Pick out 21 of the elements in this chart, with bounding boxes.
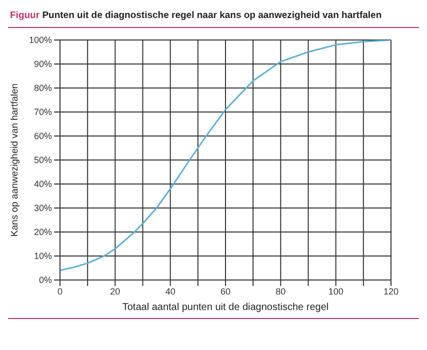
- chart-title: Figuur Punten uit de diagnostische regel naar kans op aanwezigheid van hartfalen: [9, 9, 383, 21]
- y-tick-label: 30%: [34, 203, 52, 214]
- y-tick-label: 80%: [34, 83, 52, 94]
- x-tick-label: 60: [220, 286, 231, 296]
- x-tick-label: 40: [165, 286, 176, 296]
- y-tick-label: 0%: [38, 275, 52, 286]
- x-tick-label: 100: [328, 286, 344, 296]
- y-tick-label: 100%: [28, 35, 52, 46]
- x-axis-title: Totaal aantal punten uit de diagnostische regel: [122, 302, 329, 313]
- y-tick-label: 90%: [34, 59, 52, 70]
- x-tick-label: 120: [383, 286, 399, 296]
- x-tick-label: 20: [110, 286, 120, 296]
- x-tick-label: 80: [276, 286, 286, 296]
- y-tick-label: 10%: [34, 251, 52, 262]
- y-tick-label: 60%: [34, 131, 52, 142]
- y-tick-label: 70%: [34, 107, 52, 118]
- x-tick-label: 0: [57, 286, 63, 296]
- y-tick-label: 40%: [34, 179, 52, 190]
- y-tick-label: 20%: [34, 227, 52, 238]
- y-axis-title: Kans op aanwezigheid van hartfalen: [9, 83, 20, 237]
- y-tick-label: 50%: [34, 155, 52, 166]
